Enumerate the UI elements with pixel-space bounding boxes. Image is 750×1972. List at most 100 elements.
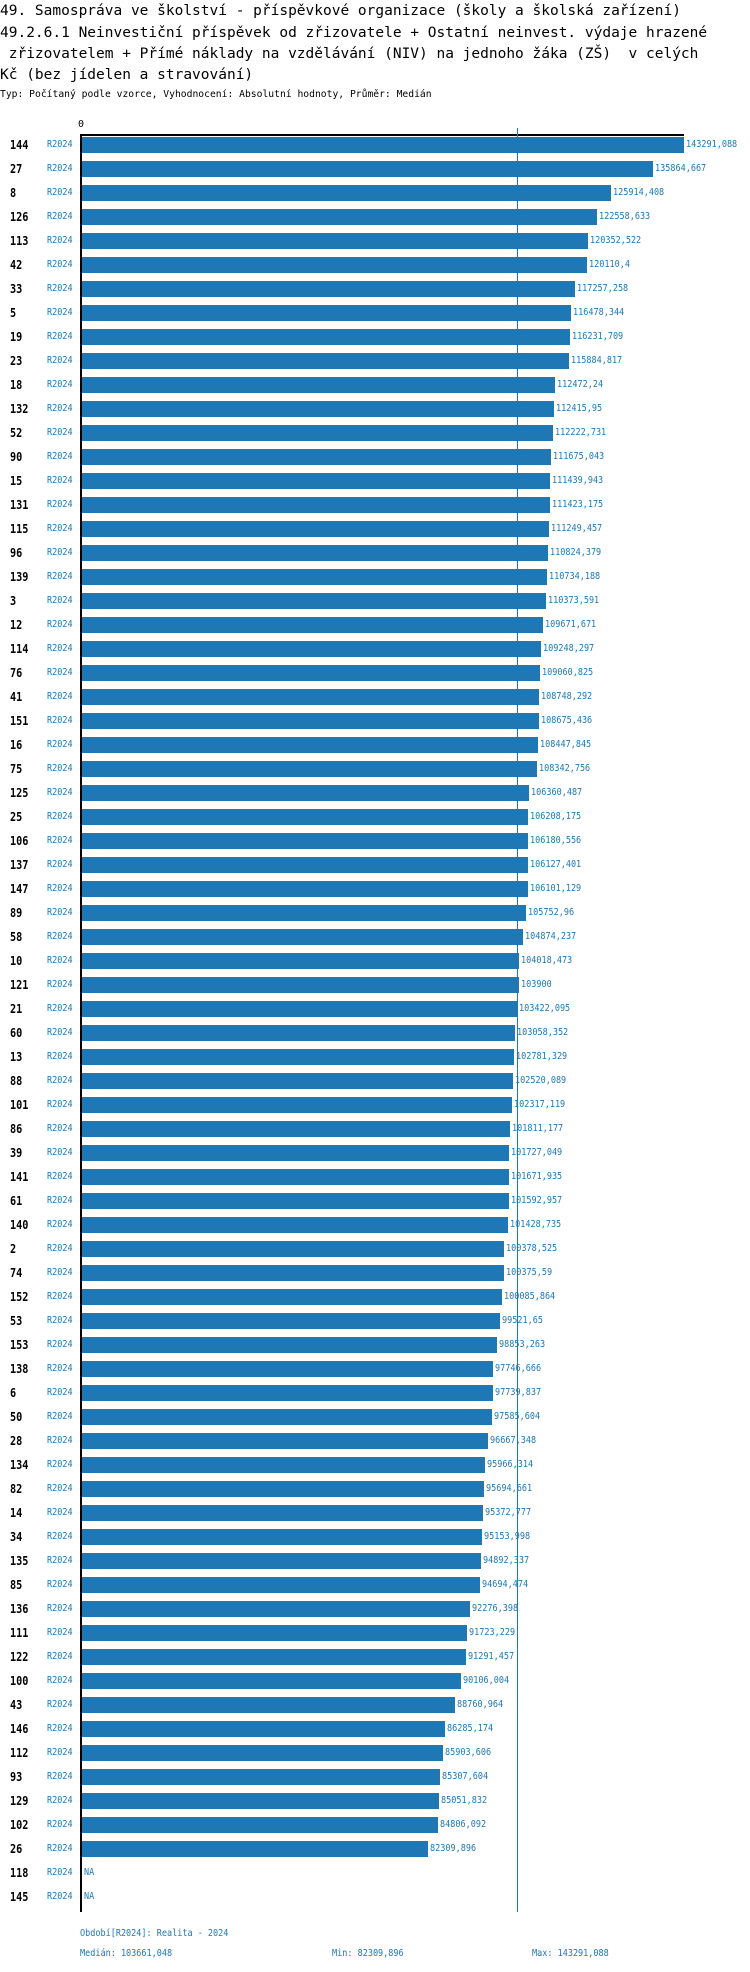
bar <box>82 1145 510 1161</box>
bar <box>82 1817 439 1833</box>
category-label: 41 <box>10 690 23 704</box>
bar <box>82 737 538 753</box>
period-label: R2024 <box>47 379 73 390</box>
bar <box>82 881 528 897</box>
period-label: R2024 <box>47 1867 73 1878</box>
value-label: 103422,095 <box>518 1003 570 1014</box>
value-label: 88760,964 <box>456 1699 503 1710</box>
category-label: 121 <box>10 978 29 992</box>
value-label: 110373,591 <box>547 595 599 606</box>
chart-title-line-1: 49. Samospráva ve školství - příspěvkové… <box>0 3 681 19</box>
value-label: 109248,297 <box>542 643 595 654</box>
period-label: R2024 <box>47 1555 73 1566</box>
category-label: 8 <box>10 186 17 200</box>
bar-row: 61 R2024 101592,957 <box>0 1189 750 1213</box>
bar-row: 132 R2024 112415,95 <box>0 397 750 421</box>
period-label: R2024 <box>47 1843 73 1854</box>
bar-row: 121 R2024 103900 <box>0 973 750 997</box>
bar-row: 50 R2024 97585,604 <box>0 1405 750 1429</box>
value-label: 111423,175 <box>552 499 604 510</box>
bar <box>82 593 546 609</box>
category-label: 134 <box>10 1458 29 1472</box>
category-label: 147 <box>10 882 29 896</box>
bar-row: 137 R2024 106127,401 <box>0 853 750 877</box>
value-label: 100085,864 <box>504 1291 556 1302</box>
bar-row: 153 R2024 98853,263 <box>0 1333 750 1357</box>
bar <box>82 1001 517 1017</box>
category-label: 141 <box>10 1170 29 1184</box>
period-label: R2024 <box>47 739 73 750</box>
period-label: R2024 <box>47 1363 73 1374</box>
bar <box>82 1673 461 1689</box>
category-label: 28 <box>10 1434 23 1448</box>
value-label: 103058,352 <box>516 1027 569 1038</box>
bar <box>82 329 571 345</box>
period-label: R2024 <box>47 595 73 606</box>
period-label: R2024 <box>47 187 73 198</box>
value-label: 106127,401 <box>529 859 582 870</box>
category-label: 2 <box>10 1242 17 1256</box>
bar-row: 16 R2024 108447,845 <box>0 733 750 757</box>
value-label: 116478,344 <box>573 307 625 318</box>
bar <box>82 257 587 273</box>
category-label: 111 <box>10 1626 29 1640</box>
period-label: R2024 <box>47 1651 73 1662</box>
bar-row: 39 R2024 101727,049 <box>0 1141 750 1165</box>
category-label: 60 <box>10 1026 23 1040</box>
bar <box>82 521 550 537</box>
bar-row: 5 R2024 116478,344 <box>0 301 750 325</box>
category-label: 82 <box>10 1482 23 1496</box>
chart-title-line-3: zřizovatelem + Přímé náklady na vzdělává… <box>0 46 699 62</box>
category-label: 113 <box>10 234 29 248</box>
bar-row: 144 R2024 143291,088 <box>0 133 750 157</box>
category-label: 138 <box>10 1362 29 1376</box>
period-label: R2024 <box>47 1315 73 1326</box>
category-label: 58 <box>10 930 23 944</box>
bar-row: 18 R2024 112472,24 <box>0 373 750 397</box>
category-label: 16 <box>10 738 23 752</box>
bar <box>82 1265 504 1281</box>
bar-row: 136 R2024 92276,398 <box>0 1597 750 1621</box>
period-label: R2024 <box>47 667 73 678</box>
category-label: 15 <box>10 474 23 488</box>
bar <box>82 1025 515 1041</box>
bar-row: 100 R2024 90106,004 <box>0 1669 750 1693</box>
period-label: R2024 <box>47 1795 73 1806</box>
bar-row: 113 R2024 120352,522 <box>0 229 750 253</box>
bar <box>82 497 551 513</box>
bar-row: 42 R2024 120110,4 <box>0 253 750 277</box>
value-label: 97585,604 <box>493 1411 541 1422</box>
category-label: 152 <box>10 1290 29 1304</box>
value-label: 95694,661 <box>486 1483 533 1494</box>
value-label: 97746,666 <box>494 1363 541 1374</box>
bar-row: 146 R2024 86285,174 <box>0 1717 750 1741</box>
value-label: 106360,487 <box>530 787 583 798</box>
category-label: 90 <box>10 450 23 464</box>
category-label: 106 <box>10 834 29 848</box>
period-label: R2024 <box>47 811 73 822</box>
value-label: 91291,457 <box>467 1651 514 1662</box>
bar <box>82 473 551 489</box>
bar <box>82 1169 510 1185</box>
bar <box>82 425 554 441</box>
value-label: 95966,314 <box>487 1459 534 1470</box>
bar <box>82 809 529 825</box>
period-label: R2024 <box>47 139 73 150</box>
category-label: 39 <box>10 1146 23 1160</box>
value-label: 115884,817 <box>570 355 623 366</box>
bar <box>82 785 529 801</box>
value-label: 104018,473 <box>521 955 573 966</box>
category-label: 139 <box>10 570 29 584</box>
period-label: R2024 <box>47 1531 73 1542</box>
bar <box>82 545 548 561</box>
period-label: R2024 <box>47 1411 73 1422</box>
category-label: 126 <box>10 210 29 224</box>
bar-row: 93 R2024 85307,604 <box>0 1765 750 1789</box>
bar-row: 8 R2024 125914,408 <box>0 181 750 205</box>
period-label: R2024 <box>47 931 73 942</box>
bar-row: 27 R2024 135864,667 <box>0 157 750 181</box>
value-label: 106208,175 <box>530 811 582 822</box>
bar-row: 52 R2024 112222,731 <box>0 421 750 445</box>
period-label: R2024 <box>47 883 73 894</box>
bar <box>82 857 528 873</box>
